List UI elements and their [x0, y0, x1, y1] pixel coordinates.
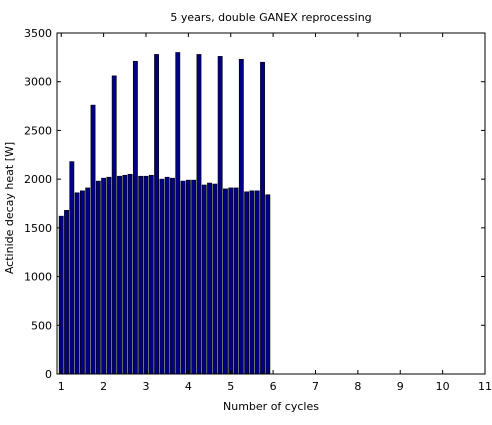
- bar: [148, 174, 154, 375]
- bar: [254, 190, 260, 375]
- bar: [132, 60, 138, 375]
- bar: [154, 54, 160, 375]
- bars-group: [58, 52, 271, 375]
- y-tick-label: 2500: [24, 124, 52, 137]
- bar: [170, 177, 175, 375]
- bar: [191, 179, 197, 375]
- chart-title: 5 years, double GANEX reprocessing: [170, 11, 371, 24]
- y-tick-label: 1000: [24, 271, 52, 284]
- bar: [233, 187, 239, 375]
- x-tick-label: 11: [478, 380, 492, 393]
- bar: [217, 56, 223, 375]
- axis-ticks: [57, 32, 486, 375]
- bar: [74, 192, 80, 375]
- plot-area-frame: [56, 32, 486, 375]
- bar: [212, 183, 218, 375]
- y-tick-label: 0: [45, 368, 52, 381]
- bar: [90, 104, 96, 375]
- y-tick-label: 500: [31, 319, 52, 332]
- y-axis-label: Actinide decay heat [W]: [3, 142, 16, 274]
- x-tick-label: 2: [100, 380, 107, 393]
- bar: [207, 182, 212, 375]
- x-tick-label: 4: [185, 380, 192, 393]
- bar: [127, 173, 133, 375]
- bar: [249, 190, 255, 375]
- x-axis-label: Number of cycles: [223, 400, 319, 413]
- x-tick-labels: 1 2 3 4 5 6 7 8 9 10 11: [58, 380, 492, 393]
- bar: [223, 188, 228, 375]
- y-tick-label: 1500: [24, 222, 52, 235]
- bar: [106, 176, 112, 375]
- y-tick-labels: 0 500 1000 1500 2000 2500 3000 3500: [24, 27, 52, 381]
- y-tick-label: 2000: [24, 173, 52, 186]
- bar: [111, 75, 117, 375]
- y-tick-label: 3500: [24, 27, 52, 40]
- x-tick-label: 1: [58, 380, 65, 393]
- x-tick-label: 9: [397, 380, 404, 393]
- bar: [64, 210, 69, 375]
- x-tick-label: 5: [227, 380, 234, 393]
- y-tick-label: 3000: [24, 76, 52, 89]
- bar: [265, 194, 271, 375]
- bar: [244, 191, 250, 375]
- x-tick-label: 7: [312, 380, 319, 393]
- bar: [95, 180, 101, 375]
- bar: [159, 178, 165, 375]
- bar: [117, 175, 122, 375]
- bar: [185, 179, 191, 375]
- bar: [175, 52, 181, 375]
- bar: [85, 187, 91, 375]
- bar: [228, 187, 234, 375]
- bar: [180, 180, 186, 375]
- bar: [69, 161, 75, 375]
- bar: [138, 175, 144, 375]
- bar: [260, 61, 265, 375]
- bar: [122, 174, 128, 375]
- bar: [164, 176, 170, 375]
- bar: [80, 190, 85, 375]
- x-tick-label: 3: [142, 380, 149, 393]
- bar: [201, 184, 207, 375]
- bar: [238, 59, 244, 375]
- bar: [58, 215, 64, 375]
- bar: [196, 54, 202, 375]
- x-tick-label: 10: [436, 380, 450, 393]
- x-tick-label: 8: [354, 380, 361, 393]
- x-tick-label: 6: [270, 380, 277, 393]
- bar: [143, 175, 149, 375]
- bar: [101, 177, 107, 375]
